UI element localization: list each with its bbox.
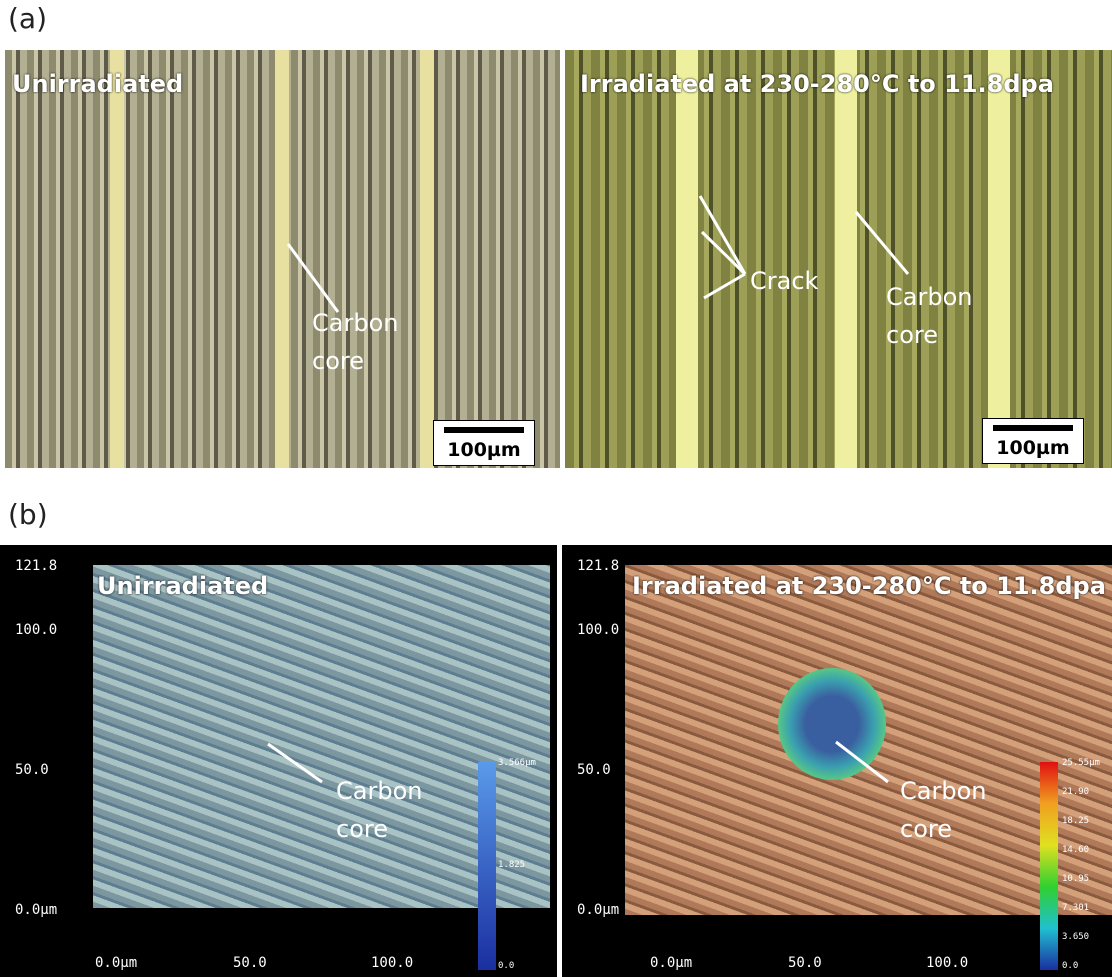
x-tick-label: 50.0 [233, 955, 267, 971]
colorbar-label: 3.650 [1062, 932, 1089, 942]
colorbar-label: 3.566µm [498, 758, 536, 768]
y-tick-label: 121.8 [577, 558, 619, 574]
colorbar-label: 18.25 [1062, 816, 1089, 826]
y-tick-label: 0.0µm [15, 902, 57, 918]
colorbar-label: 1.825 [498, 860, 525, 870]
arrows [0, 0, 1112, 977]
page: (a) Unirradiated Carbon core 100µm Irrad… [0, 0, 1112, 977]
x-tick-label: 0.0µm [650, 955, 692, 971]
colorbar-label: 25.55µm [1062, 758, 1100, 768]
y-tick-label: 0.0µm [577, 902, 619, 918]
x-tick-label: 0.0µm [95, 955, 137, 971]
x-tick-label: 100.0 [926, 955, 968, 971]
x-tick-label: 50.0 [788, 955, 822, 971]
y-tick-label: 121.8 [15, 558, 57, 574]
colorbar-label: 10.95 [1062, 874, 1089, 884]
x-tick-label: 100.0 [371, 955, 413, 971]
y-tick-label: 100.0 [577, 622, 619, 638]
colorbar-label: 7.301 [1062, 903, 1089, 913]
colorbar-label: 0.0 [1062, 961, 1078, 971]
colorbar-label: 21.90 [1062, 787, 1089, 797]
y-tick-label: 100.0 [15, 622, 57, 638]
y-tick-label: 50.0 [577, 762, 611, 778]
colorbar-label: 14.60 [1062, 845, 1089, 855]
y-tick-label: 50.0 [15, 762, 49, 778]
colorbar-label: 0.0 [498, 961, 514, 971]
